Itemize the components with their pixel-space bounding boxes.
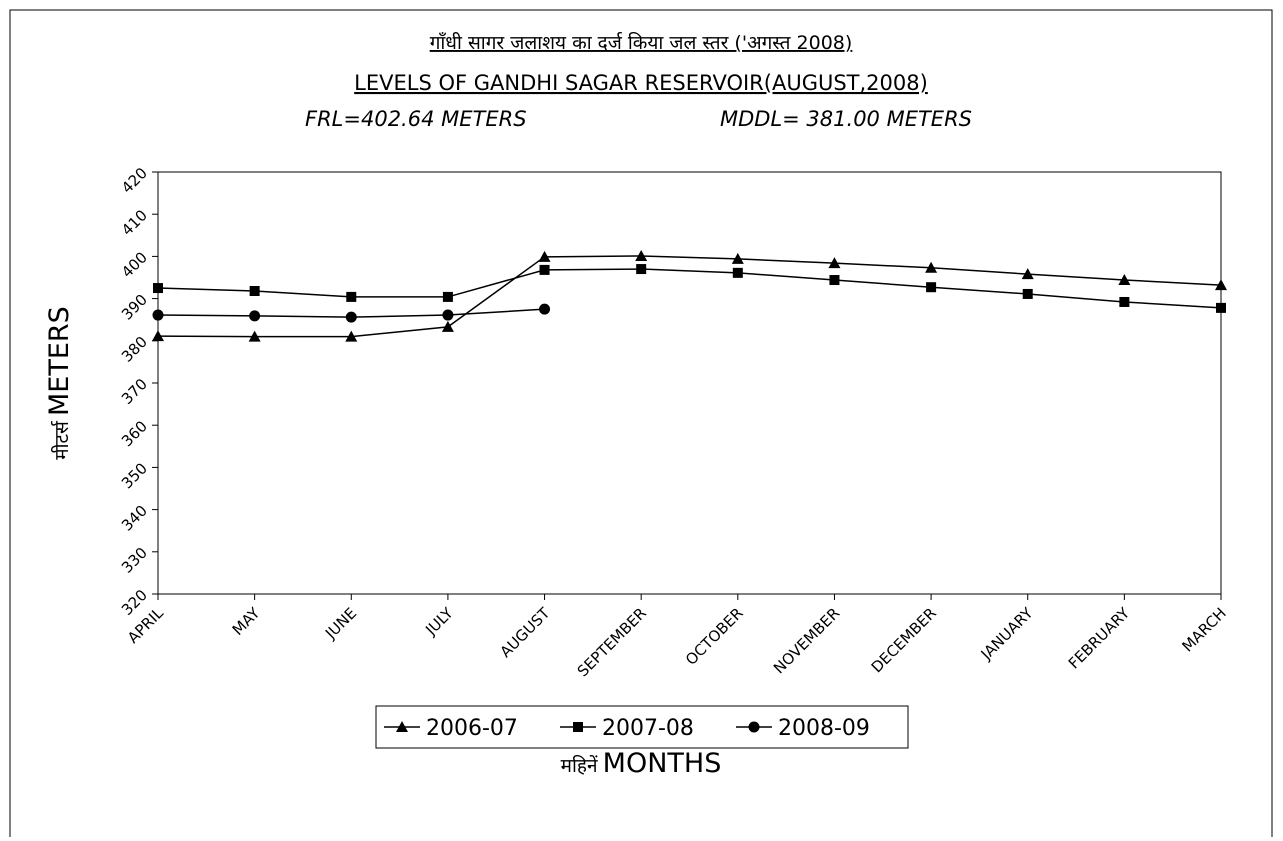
y-tick-label: 410: [118, 206, 151, 239]
data-point: [828, 257, 841, 269]
data-point: [829, 275, 840, 286]
x-axis-label-hindi: महिनें: [561, 754, 598, 777]
data-point: [538, 250, 551, 262]
x-tick-label: FEBRUARY: [1065, 604, 1134, 673]
data-point: [345, 330, 358, 342]
legend-marker: [748, 721, 760, 733]
data-point: [152, 330, 164, 342]
y-tick-label: 400: [118, 248, 151, 281]
data-point: [442, 291, 453, 302]
data-point: [925, 261, 938, 273]
data-point: [1021, 268, 1034, 280]
x-tick-label: JUNE: [321, 604, 360, 643]
data-point: [1215, 279, 1227, 291]
plot-area: [157, 171, 1222, 595]
series-line: [157, 255, 1222, 338]
legend-label: 2006-07: [426, 716, 518, 741]
data-point: [346, 291, 357, 302]
data-point: [539, 303, 551, 315]
y-axis-label-english: METERS: [44, 306, 75, 416]
x-tick-label: NOVEMBER: [770, 604, 843, 677]
legend-marker: [396, 721, 408, 732]
x-tick-label: JULY: [421, 604, 457, 640]
data-point: [1119, 296, 1130, 307]
chart-title: गाँधी सागर जलाशय का दर्ज किया जल स्तर ('…: [430, 31, 853, 54]
data-point: [249, 310, 261, 322]
x-tick-label: AUGUST: [496, 604, 554, 662]
annotation: MDDL= 381.00 METERS: [720, 107, 972, 131]
data-point: [248, 330, 261, 342]
data-point: [635, 249, 648, 261]
x-axis-label: महिनें MONTHS: [561, 748, 722, 779]
chart-subtitle: LEVELS OF GANDHI SAGAR RESERVOIR(AUGUST,…: [354, 71, 928, 95]
y-tick-label: 360: [118, 417, 151, 450]
legend: [375, 705, 909, 749]
data-point: [442, 309, 454, 321]
data-point: [926, 282, 937, 293]
y-tick-label: 350: [118, 459, 151, 492]
data-point: [732, 267, 743, 278]
x-tick-label: MARCH: [1178, 604, 1229, 655]
data-point: [1216, 302, 1226, 313]
annotation: FRL=402.64 METERS: [305, 107, 527, 131]
legend-label: 2008-09: [778, 716, 870, 741]
x-tick-label: OCTOBER: [682, 604, 747, 669]
x-tick-label: SEPTEMBER: [574, 604, 650, 680]
y-axis-label: मीटर्स METERS: [44, 306, 75, 460]
data-point: [1022, 288, 1033, 299]
y-tick-label: 390: [118, 291, 151, 324]
chart-frame: [9, 9, 1273, 837]
x-tick-label: JANUARY: [977, 604, 1037, 664]
data-point: [345, 311, 357, 323]
y-tick-label: 330: [118, 544, 151, 577]
x-tick-label: DECEMBER: [868, 604, 940, 676]
data-point: [249, 286, 260, 297]
data-point: [731, 252, 744, 264]
legend-label: 2007-08: [602, 716, 694, 741]
y-tick-label: 380: [118, 333, 151, 366]
legend-marker: [573, 722, 583, 732]
y-axis-label-hindi: मीटर्स: [50, 420, 73, 460]
data-point: [441, 320, 454, 332]
series-line: [157, 268, 1222, 309]
y-tick-label: 420: [118, 164, 151, 197]
data-point: [153, 283, 163, 294]
x-tick-label: MAY: [229, 604, 264, 639]
y-tick-label: 340: [118, 502, 151, 535]
data-point: [152, 309, 164, 321]
x-axis-label-english: MONTHS: [603, 748, 722, 779]
data-point: [636, 264, 647, 275]
y-tick-label: 370: [118, 375, 151, 408]
data-point: [539, 264, 550, 275]
data-point: [1118, 274, 1131, 286]
